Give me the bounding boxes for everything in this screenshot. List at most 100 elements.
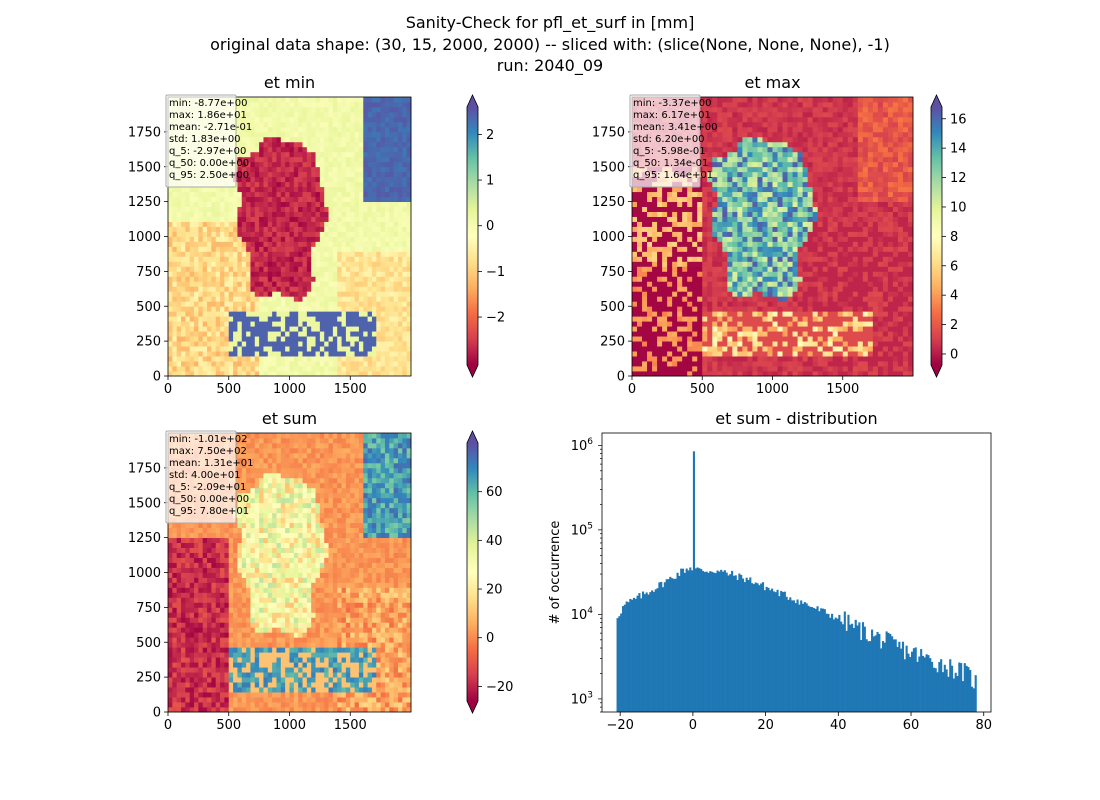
heatmap-cell [637, 246, 643, 252]
heatmap-cell [181, 346, 186, 352]
heatmap-cell [228, 236, 234, 242]
heatmap-cell [692, 241, 698, 247]
heatmap-cell [345, 271, 351, 277]
heatmap-cell [315, 131, 321, 138]
heatmap-cell [202, 271, 208, 277]
heatmap-cell [280, 316, 286, 322]
heatmap-cell [267, 366, 273, 372]
heatmap-cell [757, 366, 763, 372]
heatmap-cell [250, 286, 256, 292]
heatmap-cell [194, 206, 199, 212]
heatmap-cell [272, 256, 277, 262]
heatmap-cell [228, 371, 234, 377]
heatmap-cell [712, 191, 718, 198]
heatmap-cell [181, 351, 186, 357]
heatmap-cell [302, 301, 308, 307]
heatmap-cell [777, 111, 783, 118]
heatmap-cell [324, 366, 329, 372]
heatmap-cell [259, 251, 264, 257]
heatmap-cell [717, 346, 723, 352]
heatmap-cell [767, 296, 773, 302]
heatmap-cell [657, 281, 663, 287]
heatmap-cell [207, 281, 212, 287]
heatmap-cell [358, 331, 364, 337]
heatmap-cell [246, 206, 251, 212]
heatmap-cell [289, 311, 295, 317]
heatmap-cell [376, 141, 382, 148]
heatmap-cell [354, 136, 360, 143]
heatmap-cell [647, 186, 653, 193]
heatmap-cell [267, 156, 273, 163]
heatmap-cell [254, 361, 260, 367]
heatmap-cell [752, 166, 758, 173]
heatmap-cell [757, 211, 763, 217]
heatmap-cell [285, 316, 290, 322]
heatmap-cell [324, 306, 329, 312]
heatmap-cell [692, 271, 698, 277]
heatmap-cell [319, 121, 325, 128]
heatmap-cell [677, 301, 683, 307]
heatmap-cell [319, 116, 325, 123]
heatmap-cell [787, 156, 793, 163]
heatmap-cell [657, 346, 663, 352]
heatmap-cell [302, 341, 308, 347]
heatmap-cell [367, 301, 373, 307]
heatmap-cell [371, 216, 377, 222]
heatmap-cell [324, 141, 329, 148]
heatmap-cell [259, 366, 264, 372]
heatmap-cell [341, 191, 347, 198]
heatmap-cell [237, 106, 243, 113]
heatmap-cell [228, 261, 234, 267]
heatmap-cell [168, 356, 173, 362]
heatmap-cell [311, 131, 316, 138]
heatmap-cell [233, 231, 238, 237]
heatmap-cell [341, 106, 347, 113]
heatmap-cell [267, 126, 273, 133]
heatmap-cell [363, 231, 369, 237]
heatmap-cell [233, 221, 238, 227]
heatmap-cell [397, 341, 403, 347]
heatmap-cell [324, 316, 329, 322]
heatmap-cell [246, 176, 251, 183]
heatmap-cell [662, 201, 668, 208]
heatmap-cell [298, 141, 303, 148]
heatmap-cell [752, 101, 758, 108]
heatmap-cell [393, 266, 399, 272]
heatmap-cell [682, 326, 688, 332]
heatmap-cell [350, 276, 355, 282]
heatmap-cell [289, 321, 295, 327]
heatmap-cell [319, 241, 325, 247]
heatmap-cell [762, 321, 768, 327]
heatmap-cell [233, 251, 238, 257]
heatmap-cell [707, 291, 713, 297]
heatmap-cell [722, 161, 728, 168]
heatmap-cell [772, 366, 778, 372]
heatmap-cell [380, 156, 386, 163]
heatmap-cell [672, 256, 678, 262]
heatmap-cell [642, 196, 648, 203]
heatmap-cell [267, 206, 273, 212]
heatmap-cell [380, 336, 386, 342]
heatmap-cell [311, 126, 316, 133]
heatmap-cell [657, 221, 663, 227]
heatmap-cell [657, 196, 663, 203]
heatmap-cell [194, 321, 199, 327]
heatmap-cell [350, 281, 355, 287]
heatmap-cell [285, 236, 290, 242]
heatmap-cell [241, 316, 247, 322]
heatmap-cell [280, 301, 286, 307]
heatmap-cell [263, 141, 269, 148]
heatmap-cell [672, 191, 678, 198]
heatmap-cell [341, 156, 347, 163]
heatmap-cell [224, 341, 230, 347]
heatmap-cell [712, 146, 718, 153]
heatmap-cell [302, 126, 308, 133]
heatmap-cell [702, 366, 708, 372]
heatmap-cell [228, 331, 234, 337]
heatmap-cell [311, 201, 316, 208]
heatmap-cell [315, 311, 321, 317]
heatmap-cell [337, 121, 342, 128]
heatmap-cell [384, 121, 390, 128]
heatmap-cell [241, 241, 247, 247]
heatmap-cell [662, 336, 668, 342]
